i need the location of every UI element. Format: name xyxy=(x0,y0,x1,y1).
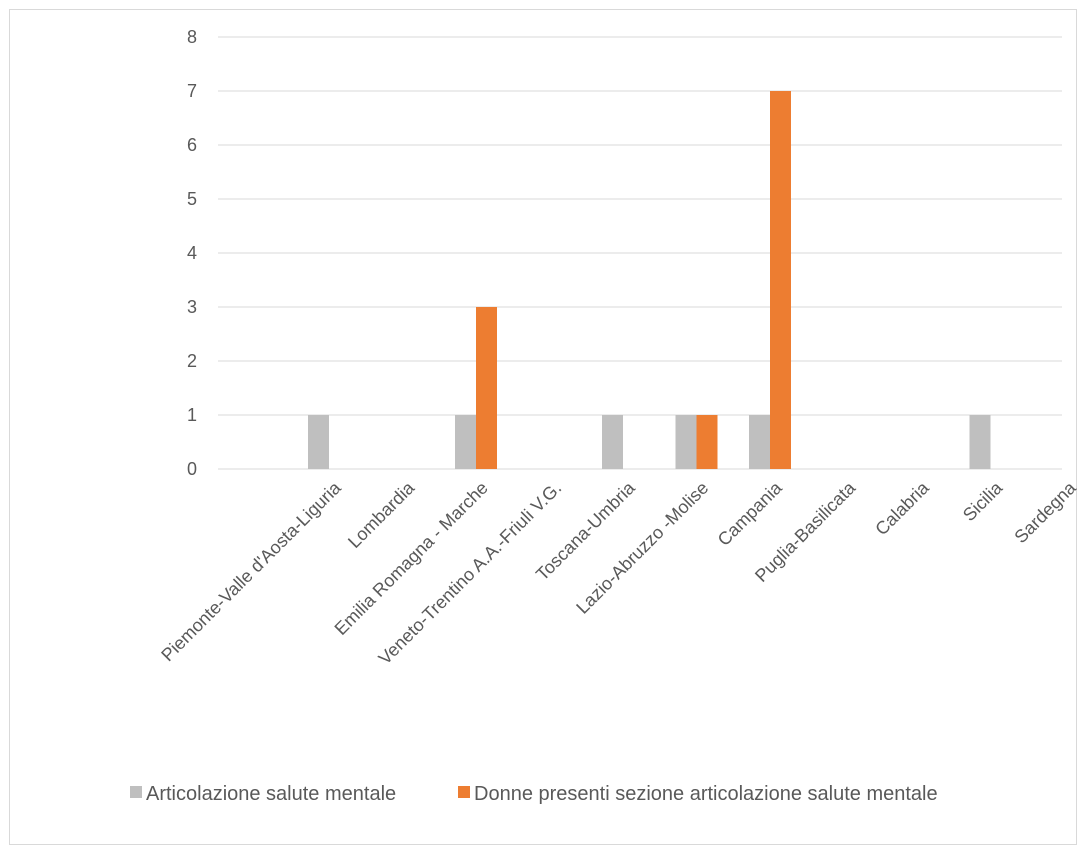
legend: Articolazione salute mentale Donne presen… xyxy=(130,783,938,805)
legend-swatch xyxy=(458,786,470,798)
bar-donne xyxy=(476,307,497,469)
y-tick-label: 8 xyxy=(187,27,197,47)
y-tick-label: 4 xyxy=(187,243,197,263)
x-category-label: Lombardia xyxy=(344,477,419,552)
legend-label: Articolazione salute mentale xyxy=(146,783,396,805)
bar-articolazione xyxy=(969,415,991,469)
y-axis-ticks: 0 1 2 3 4 5 6 7 8 xyxy=(187,27,197,479)
x-category-label: Lazio-Abruzzo -Molise xyxy=(572,478,712,618)
x-category-label: Sardegna xyxy=(1010,477,1080,547)
bar-articolazione xyxy=(308,415,329,469)
x-category-label: Campania xyxy=(714,477,787,550)
x-category-label: Piemonte-Valle d'Aosta-Liguria xyxy=(157,477,345,665)
y-tick-label: 0 xyxy=(187,459,197,479)
bar-donne xyxy=(770,91,791,469)
bar-articolazione xyxy=(749,415,770,469)
x-category-label: Sicilia xyxy=(959,477,1007,525)
y-tick-label: 7 xyxy=(187,81,197,101)
bar-articolazione xyxy=(602,415,623,469)
y-tick-label: 6 xyxy=(187,135,197,155)
bar-donne xyxy=(696,415,718,469)
bar-articolazione xyxy=(455,415,476,469)
x-category-label: Emilia Romagna - Marche xyxy=(331,478,492,639)
y-tick-label: 2 xyxy=(187,351,197,371)
legend-label: Donne presenti sezione articolazione sal… xyxy=(474,783,938,805)
y-tick-label: 1 xyxy=(187,405,197,425)
gridlines xyxy=(218,36,1062,470)
bar-articolazione xyxy=(675,415,697,469)
chart-frame xyxy=(9,9,1077,845)
x-axis-labels: Piemonte-Valle d'Aosta-Liguria LombardiaE… xyxy=(157,477,1080,668)
legend-swatch xyxy=(130,786,142,798)
y-tick-label: 5 xyxy=(187,189,197,209)
x-category-label: Calabria xyxy=(871,477,933,539)
bars xyxy=(308,91,991,469)
y-tick-label: 3 xyxy=(187,297,197,317)
